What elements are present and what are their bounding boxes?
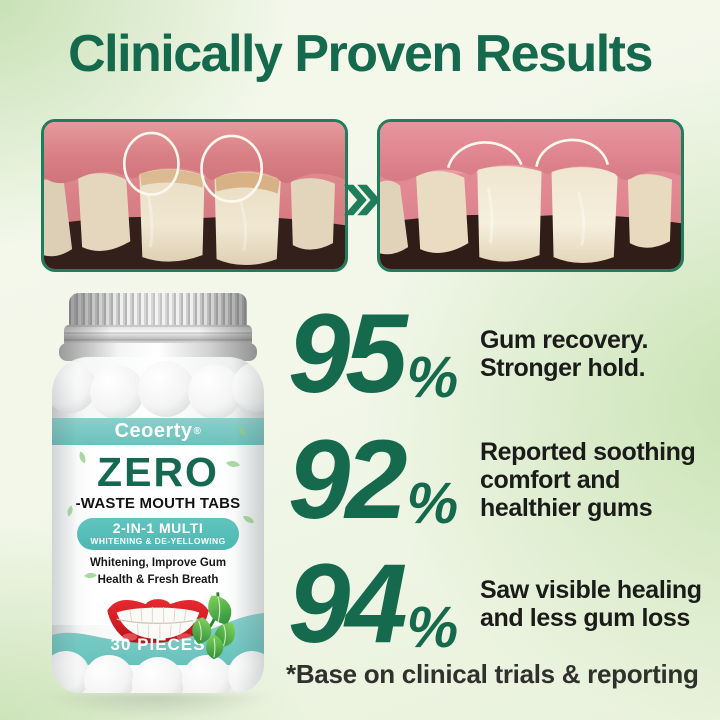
badge-line1: 2-IN-1 MULTI: [112, 520, 204, 536]
page-title: Clinically Proven Results: [68, 25, 653, 83]
stat-description: Gum recovery. Stronger hold.: [480, 325, 649, 382]
benefit-line1: Whitening, Improve Gum: [89, 556, 227, 569]
lips-icon: [107, 599, 209, 649]
stat-value: 92 %: [288, 417, 459, 542]
percent-sign: %: [406, 470, 459, 536]
bottle-cap-base: [59, 343, 257, 361]
footnote: *Base on clinical trials & reporting: [286, 659, 699, 689]
before-after-arrow-icon: [343, 184, 381, 216]
bottle-label: ZERO -WASTE MOUTH TABS 2-IN-1 MULTI WHIT…: [52, 445, 264, 649]
product-name: ZERO: [97, 449, 219, 495]
stat-description: Reported soothing comfort and healthier …: [480, 437, 696, 523]
pieces-count: 30 PIECES: [110, 635, 206, 654]
badge-line2: WHITENING & DE-YELLOWING: [90, 535, 226, 546]
bottle-cap: [69, 293, 247, 327]
benefits: Whitening, Improve Gum Health & Fresh Br…: [52, 555, 264, 590]
bottle-cap-rings: [64, 325, 252, 347]
after-photo-image: [380, 122, 681, 269]
bottle-jar: Ceoerty ® ZERO -WASTE MOUTH TABS 2-IN-1 M…: [52, 357, 264, 693]
highlight-circle: [122, 131, 180, 196]
stat-description: Saw visible healing and less gum loss: [480, 575, 702, 632]
stat-row-visible-healing: 94 % Saw visible healing and less gum lo…: [288, 541, 702, 666]
stat-value: 95 %: [288, 291, 459, 416]
percent-sign: %: [406, 594, 459, 660]
before-photo-image: [44, 122, 345, 269]
product-subtitle: -WASTE MOUTH TABS: [75, 495, 241, 512]
stat-row-gum-recovery: 95 % Gum recovery. Stronger hold.: [288, 291, 649, 416]
after-photo: [377, 119, 684, 272]
stat-value: 94 %: [288, 541, 459, 666]
before-photo: [41, 119, 348, 272]
benefit-line2: Health & Fresh Breath: [97, 574, 219, 587]
stat-row-soothing-comfort: 92 % Reported soothing comfort and healt…: [288, 417, 696, 542]
brand-band: Ceoerty ®: [52, 418, 264, 445]
mint-leaf-icon: [192, 592, 236, 660]
brand-mark: ®: [193, 426, 202, 437]
brand-name: Ceoerty: [114, 420, 193, 442]
product-bottle: Ceoerty ® ZERO -WASTE MOUTH TABS 2-IN-1 M…: [52, 293, 264, 693]
highlight-arc: [535, 138, 610, 167]
badge: 2-IN-1 MULTI WHITENING & DE-YELLOWING: [77, 518, 239, 550]
highlight-circle: [200, 134, 264, 203]
percent-sign: %: [406, 344, 459, 410]
bottle-reflection: [40, 694, 276, 718]
highlight-arc: [446, 141, 523, 169]
